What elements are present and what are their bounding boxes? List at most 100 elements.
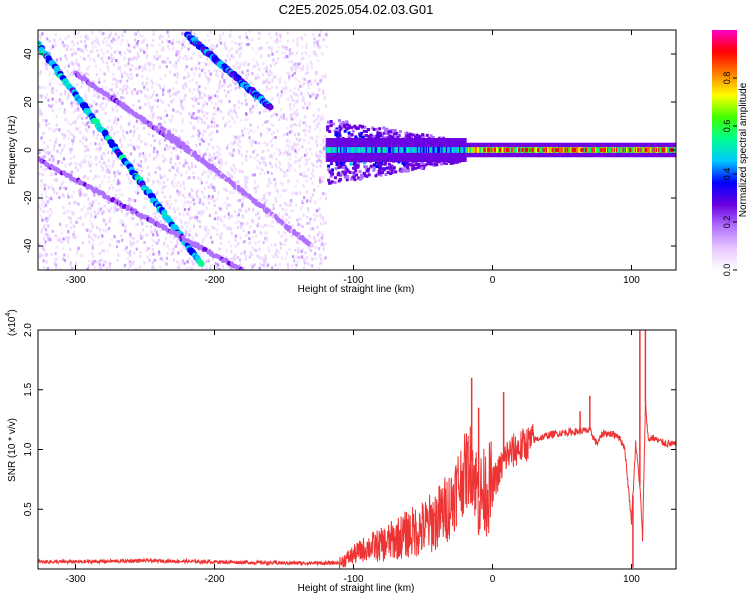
heatmap-cell xyxy=(329,147,332,153)
heatmap-cell xyxy=(108,243,112,247)
heatmap-cell xyxy=(86,67,89,71)
heatmap-cell xyxy=(225,188,228,192)
heatmap-cell xyxy=(115,109,118,113)
heatmap-cell xyxy=(449,161,453,165)
heatmap-cell xyxy=(98,80,101,84)
heatmap-cell xyxy=(103,71,106,75)
heatmap-cell xyxy=(137,99,140,103)
heatmap-cell xyxy=(226,196,229,200)
heatmap-cell xyxy=(76,90,80,94)
heatmap-cell xyxy=(207,77,210,81)
heatmap-cell xyxy=(172,98,175,102)
heatmap-cell xyxy=(200,213,203,217)
heatmap-cell xyxy=(393,132,397,136)
heatmap-cell xyxy=(43,259,46,263)
heatmap-cell xyxy=(208,143,211,147)
heatmap-cell xyxy=(276,189,279,193)
heatmap-cell xyxy=(321,192,325,196)
heatmap-cell xyxy=(218,247,221,251)
heatmap-cell xyxy=(96,187,99,191)
heatmap-cell xyxy=(176,53,180,57)
heatmap-cell xyxy=(145,46,149,50)
heatmap-cell xyxy=(260,46,263,50)
heatmap-cell xyxy=(285,212,288,216)
heatmap-cell xyxy=(71,142,74,146)
spectrogram-plot-area xyxy=(38,30,676,270)
heatmap-cell xyxy=(392,168,396,172)
heatmap-cell xyxy=(158,43,161,47)
heatmap-cell xyxy=(278,250,281,254)
heatmap-cell xyxy=(69,220,72,224)
heatmap-cell xyxy=(98,147,101,151)
heatmap-cell xyxy=(151,244,154,248)
heatmap-cell xyxy=(247,73,250,77)
heatmap-cell xyxy=(279,108,283,112)
heatmap-cell xyxy=(217,157,221,161)
heatmap-cell xyxy=(286,39,289,43)
heatmap-cell xyxy=(188,195,191,199)
heatmap-cell xyxy=(45,119,48,123)
heatmap-cell xyxy=(93,39,96,43)
heatmap-cell xyxy=(200,181,203,185)
heatmap-cell xyxy=(176,242,179,246)
heatmap-cell xyxy=(206,126,209,130)
heatmap-cell xyxy=(49,238,52,242)
heatmap-cell xyxy=(134,55,137,59)
heatmap-cell xyxy=(347,131,351,135)
heatmap-cell xyxy=(425,133,429,137)
heatmap-cell xyxy=(315,138,318,142)
heatmap-cell xyxy=(266,143,269,147)
chart-title: C2E5.2025.054.02.03.G01 xyxy=(279,2,434,17)
heatmap-cell xyxy=(204,130,207,134)
heatmap-cell xyxy=(306,268,309,270)
heatmap-cell xyxy=(198,92,201,96)
heatmap-cell xyxy=(128,253,132,257)
heatmap-cell xyxy=(301,201,304,205)
heatmap-cell xyxy=(208,79,211,83)
heatmap-cell xyxy=(46,200,49,204)
heatmap-cell xyxy=(200,55,203,59)
heatmap-cell xyxy=(299,217,302,221)
heatmap-cell xyxy=(221,264,225,268)
heatmap-cell xyxy=(302,138,306,142)
heatmap-cell xyxy=(111,38,115,42)
heatmap-cell xyxy=(191,78,194,82)
heatmap-cell xyxy=(401,161,405,165)
heatmap-cell xyxy=(240,226,243,230)
heatmap-cell xyxy=(115,82,118,86)
heatmap-cell xyxy=(90,104,93,108)
heatmap-cell xyxy=(72,48,75,52)
heatmap-cell xyxy=(251,173,254,177)
heatmap-cell xyxy=(127,143,130,147)
heatmap-cell xyxy=(312,268,316,270)
heatmap-cell xyxy=(338,125,342,129)
heatmap-cell xyxy=(145,224,148,228)
heatmap-cell xyxy=(48,158,51,162)
heatmap-cell xyxy=(138,163,142,167)
heatmap-cell xyxy=(64,91,67,95)
heatmap-cell xyxy=(209,268,212,270)
heatmap-cell xyxy=(245,209,248,213)
heatmap-cell xyxy=(259,161,262,165)
heatmap-cell xyxy=(124,263,127,267)
heatmap-cell xyxy=(98,160,101,164)
heatmap-cell xyxy=(310,66,313,70)
heatmap-cell xyxy=(280,234,283,238)
heatmap-cell xyxy=(339,127,343,131)
heatmap-cell xyxy=(64,164,67,168)
heatmap-cell xyxy=(238,151,241,155)
heatmap-cell xyxy=(181,117,184,121)
heatmap-cell xyxy=(271,97,274,101)
heatmap-cell xyxy=(337,119,341,123)
heatmap-cell xyxy=(333,129,337,133)
heatmap-cell xyxy=(53,172,56,176)
heatmap-cell xyxy=(192,112,195,116)
heatmap-cell xyxy=(134,199,137,203)
heatmap-cell xyxy=(175,61,178,65)
heatmap-cell xyxy=(227,112,230,116)
heatmap-cell xyxy=(237,42,241,46)
heatmap-cell xyxy=(201,121,204,125)
heatmap-cell xyxy=(150,237,154,241)
heatmap-cell xyxy=(237,100,240,104)
heatmap-cell xyxy=(319,30,322,34)
